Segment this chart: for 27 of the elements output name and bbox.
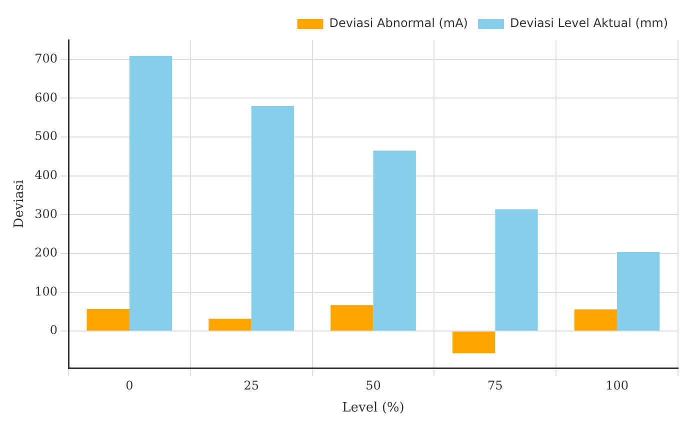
y-tick-label: 100: [34, 284, 58, 298]
x-tick-label: 25: [244, 378, 259, 392]
bar: [129, 56, 172, 331]
bar: [208, 318, 252, 331]
x-tick-label: 75: [488, 378, 503, 392]
bar: [495, 209, 538, 331]
y-tick-label: 700: [34, 52, 58, 66]
y-tick-label: 600: [34, 90, 58, 104]
y-tick-label: 300: [34, 206, 58, 221]
x-axis-title: Level (%): [342, 400, 404, 416]
legend-label: Deviasi Abnormal (mA): [329, 16, 468, 30]
bar: [617, 252, 660, 331]
bar: [452, 332, 496, 354]
y-axis-title: Deviasi: [12, 180, 28, 228]
y-tick-label: 0: [50, 323, 58, 338]
bar: [86, 309, 130, 331]
x-tick-label: 0: [126, 378, 134, 392]
y-tick-label: 200: [34, 246, 58, 260]
y-tick-label: 400: [34, 168, 58, 182]
y-tick-label: 500: [34, 129, 58, 144]
bar: [574, 309, 618, 331]
bar: [330, 305, 374, 331]
x-tick-label: 50: [366, 378, 381, 392]
bar: [373, 150, 416, 331]
bar: [251, 106, 294, 331]
legend-label: Deviasi Level Aktual (mm): [510, 16, 668, 30]
x-tick-label: 100: [606, 378, 629, 392]
